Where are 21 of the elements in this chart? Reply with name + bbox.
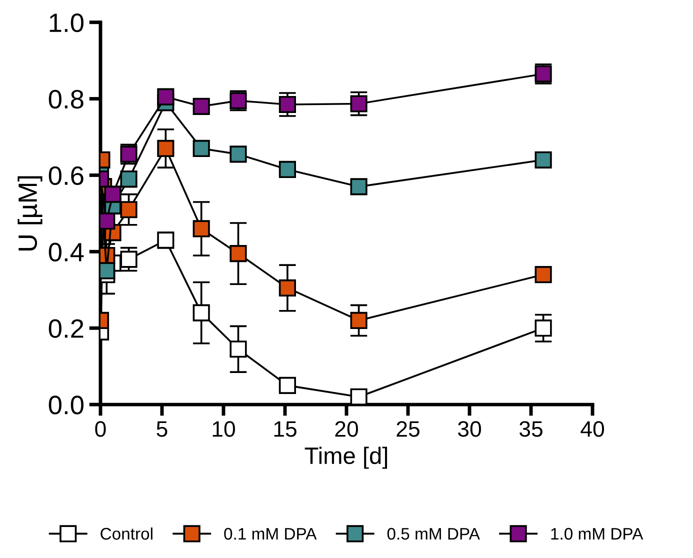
y-tick-label: 1.0 — [50, 13, 84, 32]
x-tick-label: 10 — [212, 421, 235, 437]
x-tick-label: 5 — [156, 421, 168, 437]
x-tick-label: 40 — [580, 421, 604, 437]
x-tick-label: 15 — [274, 421, 296, 437]
legend-label: 1.0 mM DPA — [551, 528, 644, 540]
y-tick-label: 0.8 — [48, 90, 84, 109]
legend-label: 0.1 mM DPA — [224, 528, 317, 540]
y-tick-label: 0.4 — [48, 242, 84, 262]
x-tick-label: 20 — [335, 421, 358, 437]
legend-label: Control — [100, 527, 152, 540]
y-tick-label: 0.2 — [48, 319, 84, 338]
x-axis-title: Time [d] — [304, 446, 388, 469]
y-axis-title: U [µM] — [18, 176, 42, 251]
legend-label: 0.5 mM DPA — [387, 528, 480, 540]
y-tick-label: 0.0 — [48, 396, 84, 414]
x-tick-label: 0 — [95, 421, 106, 437]
y-tick-label: 0.6 — [48, 166, 84, 186]
x-tick-label: 35 — [520, 421, 542, 437]
x-tick-label: 25 — [396, 421, 420, 437]
x-tick-label: 30 — [458, 421, 481, 437]
